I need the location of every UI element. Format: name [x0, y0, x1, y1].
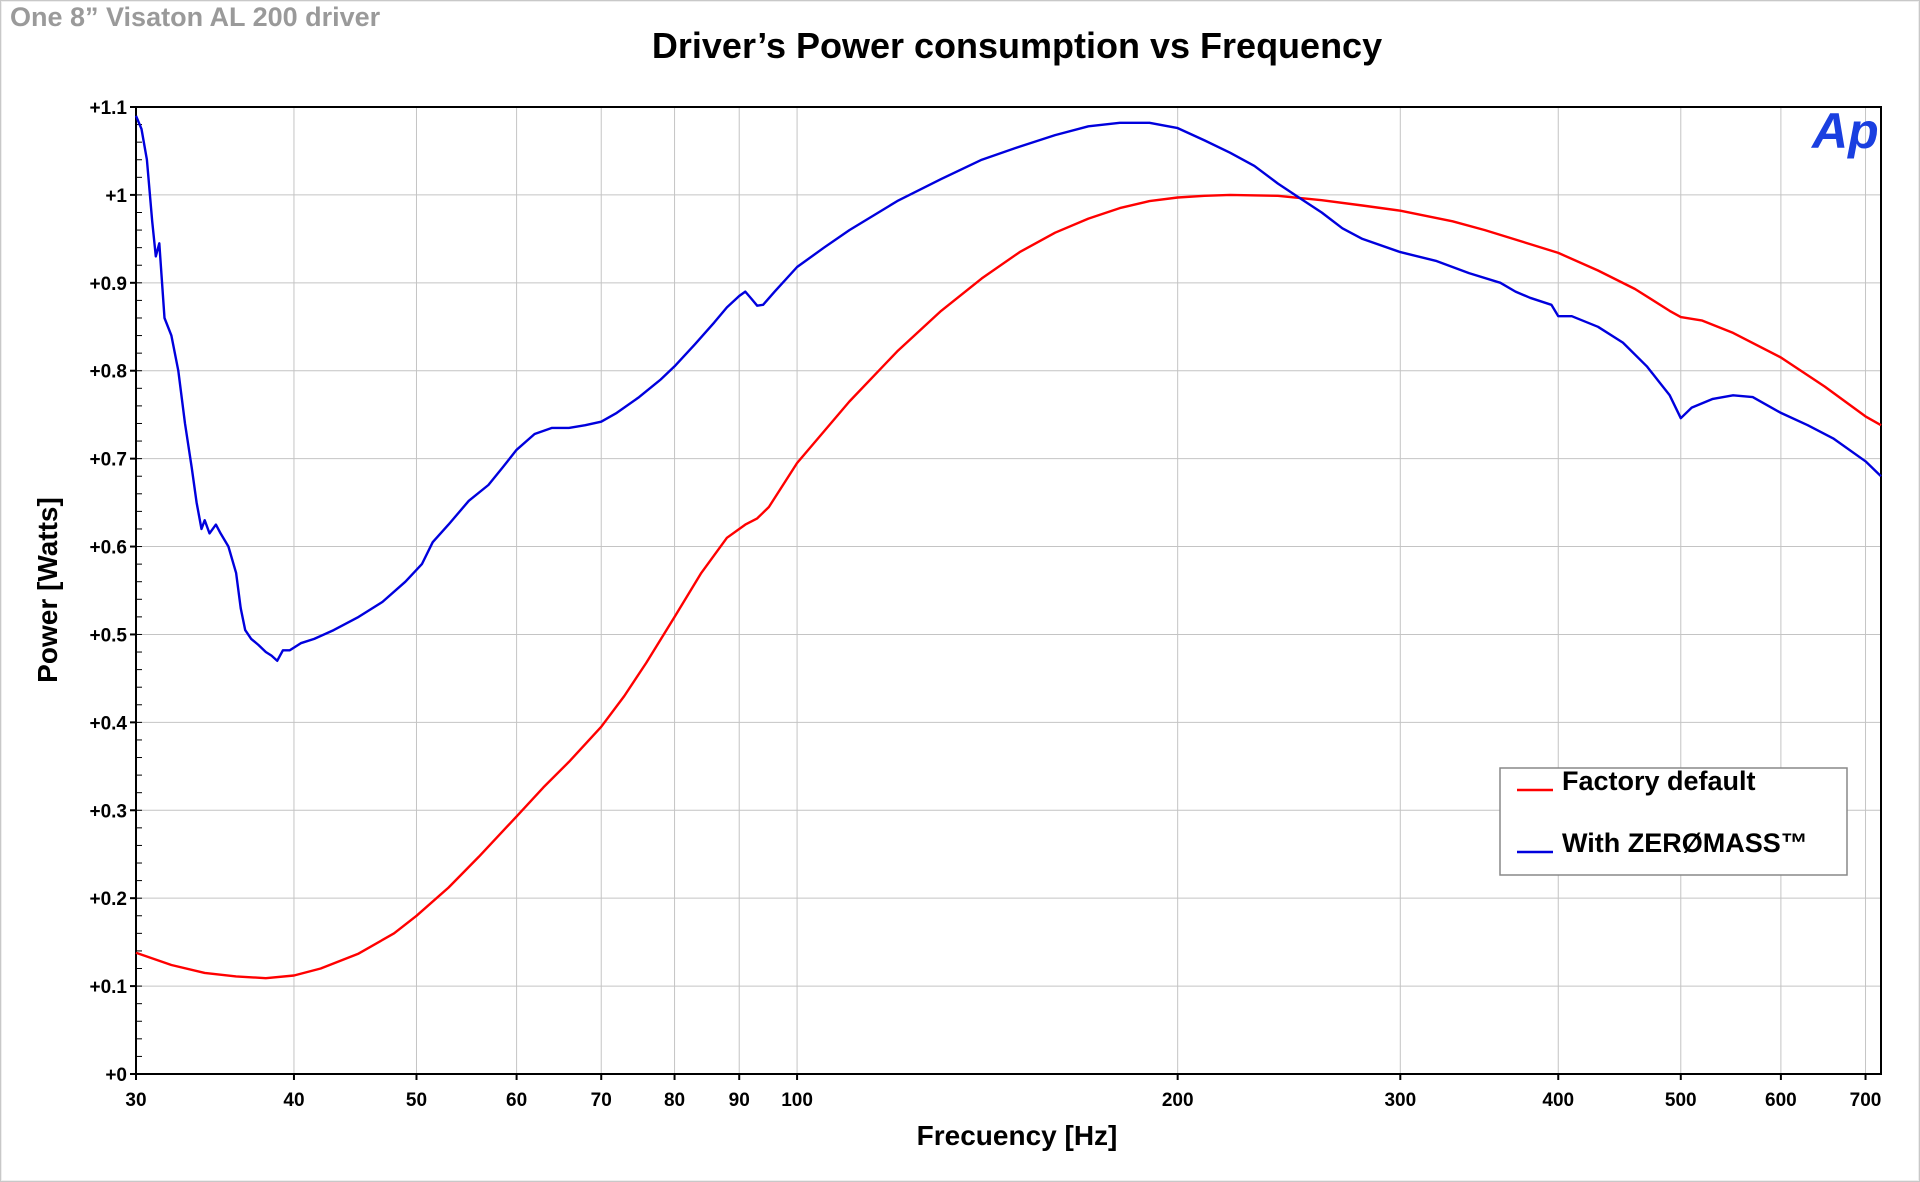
y-tick-label: +1	[105, 186, 127, 207]
grid	[136, 107, 1881, 1074]
series-line-factory-default	[135, 193, 1882, 980]
x-tick-label: 700	[1850, 1090, 1882, 1111]
chart-caption: One 8” Visaton AL 200 driver	[10, 2, 381, 32]
x-tick-label: 30	[125, 1090, 146, 1111]
chart-title: Driver’s Power consumption vs Frequency	[652, 25, 1382, 66]
data-series	[134, 115, 1882, 980]
x-tick-label: 500	[1665, 1090, 1697, 1111]
legend-label: With ZERØMASS™	[1562, 828, 1808, 858]
y-tick-label: +0.9	[89, 274, 127, 295]
y-tick-label: +0.5	[89, 625, 127, 646]
legend-box	[1499, 767, 1848, 876]
x-tick-label: 40	[283, 1090, 304, 1111]
series-line-zeromass	[134, 115, 1882, 662]
x-tick-label: 400	[1542, 1090, 1574, 1111]
y-tick-label: +0.2	[89, 889, 127, 910]
x-tick-label: 200	[1162, 1090, 1194, 1111]
legend-label: Factory default	[1562, 766, 1756, 796]
x-axis-label: Frecuency [Hz]	[917, 1120, 1118, 1151]
y-axis-label: Power [Watts]	[32, 497, 63, 683]
x-tick-label: 80	[664, 1090, 685, 1111]
y-tick-label: +0.7	[89, 450, 127, 471]
x-tick-label: 300	[1384, 1090, 1416, 1111]
y-tick-label: +0.3	[89, 801, 127, 822]
y-axis-ticks: +0 +0.1 +0.2 +0.3 +0.4 +0.5 +0.6 +0.7 +0.8 +0.9 +1…	[89, 98, 136, 1086]
x-axis-ticks: 30 40 50 60 70 80 90 100 200 300 400 500 600 700	[125, 1074, 1881, 1111]
ap-logo: Ap	[1810, 103, 1879, 159]
y-tick-label: +0.6	[89, 538, 127, 559]
y-tick-label: +0.4	[89, 713, 127, 734]
y-tick-label: +0	[105, 1065, 127, 1086]
y-tick-label: +0.1	[89, 977, 127, 998]
x-tick-label: 600	[1765, 1090, 1797, 1111]
plot-area-border	[135, 106, 1882, 1075]
x-tick-label: 90	[729, 1090, 750, 1111]
y-minor-ticks	[136, 124, 142, 1057]
legend: Factory default With ZERØMASS™	[1499, 766, 1848, 876]
y-tick-label: +0.8	[89, 362, 127, 383]
y-tick-label: +1.1	[89, 98, 127, 119]
x-tick-label: 70	[591, 1090, 612, 1111]
x-tick-label: 60	[506, 1090, 527, 1111]
x-tick-label: 100	[781, 1090, 813, 1111]
x-tick-label: 50	[406, 1090, 427, 1111]
